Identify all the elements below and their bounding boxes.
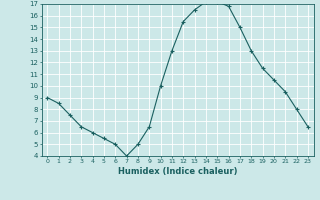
X-axis label: Humidex (Indice chaleur): Humidex (Indice chaleur) xyxy=(118,167,237,176)
